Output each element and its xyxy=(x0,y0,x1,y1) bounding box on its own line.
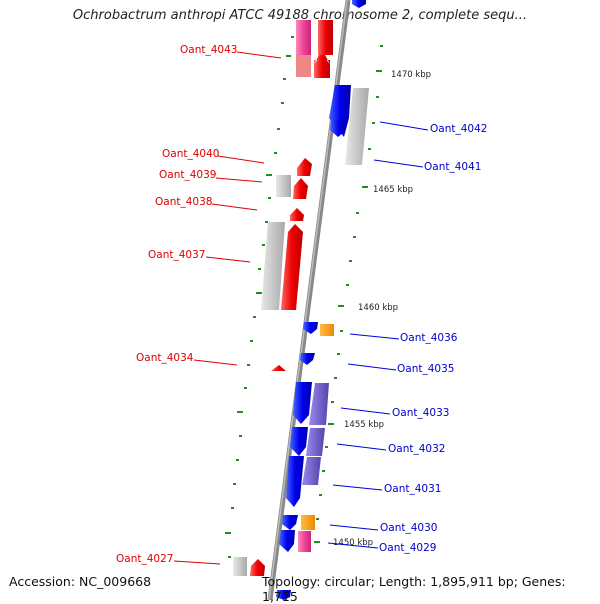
accession-text: Accession: NC_009668 xyxy=(9,574,152,589)
gene-label-oant-4038[interactable]: Oant_4038 xyxy=(155,196,212,208)
gene-label-oant-4034[interactable]: Oant_4034 xyxy=(136,352,194,364)
gene-oant-4042[interactable] xyxy=(329,85,351,137)
gene-oant-4032[interactable] xyxy=(290,427,325,456)
gene-oant-4033[interactable] xyxy=(293,382,329,425)
gene-oant-4040[interactable] xyxy=(297,158,312,176)
gene-bottom-fragment[interactable] xyxy=(276,590,291,600)
gene-label-oant-4043[interactable]: Oant_4043 xyxy=(180,44,237,56)
gene-oant-4041[interactable] xyxy=(345,88,369,165)
kbp-label-1465: 1465 kbp xyxy=(373,185,413,195)
gene-oant-4043[interactable] xyxy=(296,20,333,78)
gene-label-oant-4041[interactable]: Oant_4041 xyxy=(424,161,481,173)
gene-label-oant-4039[interactable]: Oant_4039 xyxy=(159,169,216,181)
gene-label-oant-4031[interactable]: Oant_4031 xyxy=(384,483,441,495)
gene-label-oant-4037[interactable]: Oant_4037 xyxy=(148,249,205,261)
gene-oant-4037[interactable] xyxy=(261,222,303,310)
kbp-label-1470: 1470 kbp xyxy=(391,70,431,80)
gene-oant-4036[interactable] xyxy=(303,322,334,336)
gene-oant-4027[interactable] xyxy=(233,557,265,576)
gene-label-oant-4027[interactable]: Oant_4027 xyxy=(116,553,173,565)
gene-oant-4034[interactable] xyxy=(271,365,286,371)
map-title: Ochrobactrum anthropi ATCC 49188 chromos… xyxy=(72,8,528,23)
gene-label-oant-4033[interactable]: Oant_4033 xyxy=(392,407,449,419)
gene-labels-left: Oant_4043 Oant_4040 Oant_4039 Oant_4038 … xyxy=(116,44,237,565)
kbp-label-1450: 1450 kbp xyxy=(333,538,373,548)
leader-lines-right xyxy=(327,121,429,549)
gene-label-oant-4042[interactable]: Oant_4042 xyxy=(430,123,487,135)
gene-label-oant-4029[interactable]: Oant_4029 xyxy=(379,542,436,554)
scale-ticks xyxy=(314,45,383,543)
left-ticks xyxy=(225,36,294,558)
gene-oant-4039[interactable] xyxy=(276,175,308,199)
gene-top-fragment[interactable] xyxy=(352,0,366,8)
gene-label-oant-4035[interactable]: Oant_4035 xyxy=(397,363,454,375)
gene-labels-right: Oant_4042 Oant_4041 Oant_4036 Oant_4035 … xyxy=(379,123,487,554)
gene-oant-4029[interactable] xyxy=(279,530,311,552)
gene-oant-4030[interactable] xyxy=(282,515,315,530)
gene-oant-4031[interactable] xyxy=(286,456,321,507)
kbp-label-1460: 1460 kbp xyxy=(358,303,398,313)
scale-labels: 1470 kbp 1465 kbp 1460 kbp 1455 kbp 1450… xyxy=(333,70,431,548)
kbp-label-1455: 1455 kbp xyxy=(344,420,384,430)
gene-label-oant-4032[interactable]: Oant_4032 xyxy=(388,443,445,455)
leader-lines-left xyxy=(173,51,282,565)
gene-label-oant-4040[interactable]: Oant_4040 xyxy=(162,148,219,160)
gene-label-oant-4036[interactable]: Oant_4036 xyxy=(400,332,458,344)
gene-label-oant-4030[interactable]: Oant_4030 xyxy=(380,522,437,534)
gene-oant-4038[interactable] xyxy=(290,208,304,221)
gene-oant-4035[interactable] xyxy=(300,353,315,365)
